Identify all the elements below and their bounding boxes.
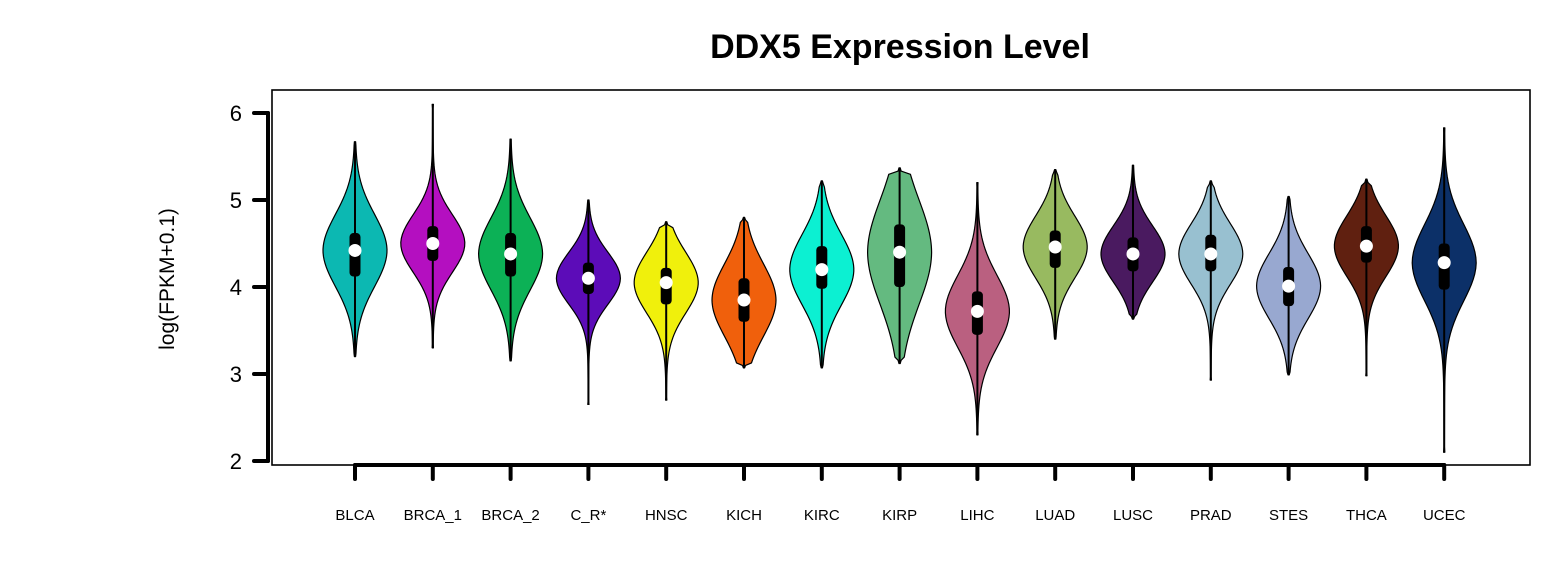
x-tick-label: STES xyxy=(1269,507,1308,524)
violin-lihc xyxy=(945,183,1009,435)
x-tick-label: PRAD xyxy=(1190,507,1232,524)
chart-title: DDX5 Expression Level xyxy=(710,28,1090,66)
violin-median-point xyxy=(971,305,984,318)
violin-median-point xyxy=(426,237,439,250)
x-tick-label: HNSC xyxy=(645,507,688,524)
violin-hnsc xyxy=(634,222,698,400)
violin-median-point xyxy=(349,244,362,257)
y-axis: 2 3 4 5 6 xyxy=(230,101,268,474)
violin-median-point xyxy=(582,272,595,285)
x-tick-label: THCA xyxy=(1346,507,1387,524)
x-tick-label: BRCA_2 xyxy=(481,507,539,524)
violin-c-r xyxy=(556,200,620,404)
violin-median-point xyxy=(1438,256,1451,269)
y-tick-label: 3 xyxy=(230,362,242,387)
violin-thca xyxy=(1334,179,1398,376)
x-tick-label: C_R* xyxy=(570,507,606,524)
x-tick-label: KIRC xyxy=(804,507,840,524)
violin-median-point xyxy=(893,246,906,259)
violin-median-point xyxy=(660,276,673,289)
violin-median-point xyxy=(1282,280,1295,293)
x-tick-label: KIRP xyxy=(882,507,917,524)
violin-ucec xyxy=(1412,128,1476,453)
violin-kirc xyxy=(790,181,854,368)
x-tick-label: BRCA_1 xyxy=(404,507,462,524)
violin-median-point xyxy=(815,263,828,276)
x-tick-label: KICH xyxy=(726,507,762,524)
violins xyxy=(323,104,1476,452)
x-axis: BLCA BRCA_1 BRCA_2 C_R* HNSC KICH KIRC KIRP LIHC… xyxy=(335,465,1465,524)
y-tick-label: 4 xyxy=(230,275,242,300)
violin-stes xyxy=(1257,197,1321,375)
y-tick-label: 2 xyxy=(230,449,242,474)
violin-kirp xyxy=(868,168,932,364)
violin-median-point xyxy=(1127,247,1140,260)
violin-brca-1 xyxy=(401,104,465,348)
y-tick-label: 6 xyxy=(230,101,242,126)
violin-blca xyxy=(323,142,387,357)
violin-kich xyxy=(712,217,776,368)
x-tick-label: LUSC xyxy=(1113,507,1153,524)
x-tick-label: LIHC xyxy=(960,507,994,524)
violin-median-point xyxy=(1360,240,1373,253)
violin-luad xyxy=(1023,170,1087,340)
violin-median-point xyxy=(738,294,751,307)
violin-prad xyxy=(1179,181,1243,380)
x-tick-label: BLCA xyxy=(335,507,374,524)
x-tick-label: LUAD xyxy=(1035,507,1075,524)
y-axis-label: log(FPKM+0.1) xyxy=(156,208,179,350)
violin-brca-2 xyxy=(479,139,543,361)
violin-median-point xyxy=(1204,247,1217,260)
x-tick-label: UCEC xyxy=(1423,507,1466,524)
violin-lusc xyxy=(1101,165,1165,319)
violin-median-point xyxy=(504,247,517,260)
y-tick-label: 5 xyxy=(230,188,242,213)
violin-median-point xyxy=(1049,240,1062,253)
